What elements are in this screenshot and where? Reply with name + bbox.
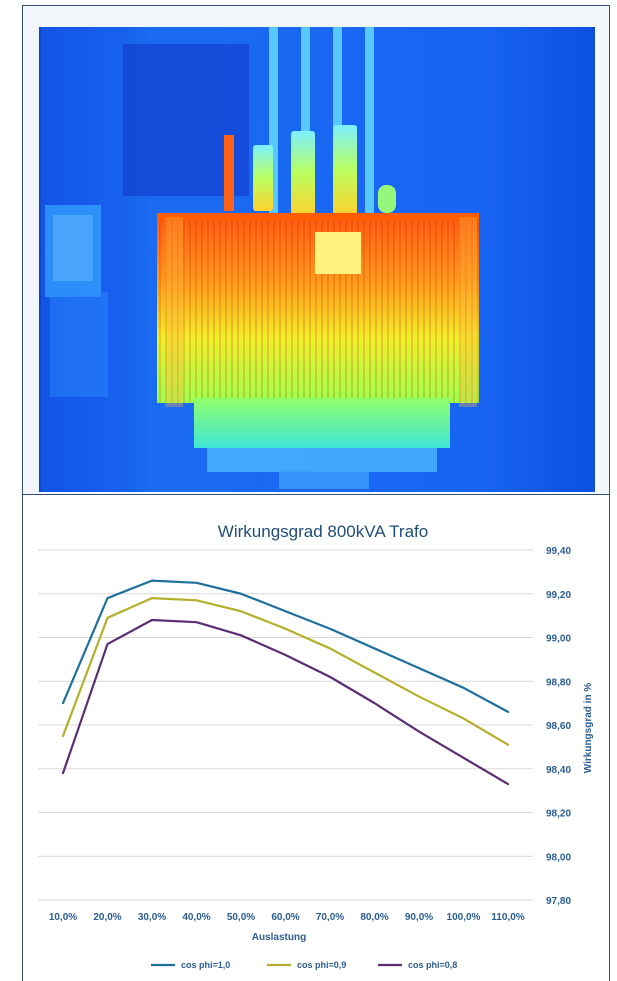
x-tick-label: 60,0%: [271, 912, 299, 923]
legend-label: cos phi=0,8: [408, 960, 457, 970]
y-tick-label: 99,40: [546, 546, 571, 557]
x-tick-label: 20,0%: [93, 912, 121, 923]
legend-label: cos phi=1,0: [181, 960, 230, 970]
y-tick-label: 99,20: [546, 590, 571, 601]
efficiency-chart: Wirkungsgrad 800kVA Trafo 99,40 99,20 99,0…: [22, 495, 610, 981]
y-tick-label: 98,20: [546, 809, 571, 820]
chart-svg: Wirkungsgrad 800kVA Trafo 99,40 99,20 99,0…: [38, 522, 594, 970]
series-line-3: [61, 618, 510, 786]
y-tick-label: 98,60: [546, 721, 571, 732]
x-tick-label: 50,0%: [227, 912, 255, 923]
grid-lines: [38, 549, 533, 901]
x-tick-label: 90,0%: [405, 912, 433, 923]
thermal-image: [39, 27, 595, 492]
legend: cos phi=1,0 cos phi=0,9 cos phi=0,8: [151, 960, 457, 970]
y-axis-label: Wirkungsgrad in %: [583, 683, 594, 774]
x-tick-label: 80,0%: [360, 912, 388, 923]
x-tick-label: 100,0%: [447, 912, 481, 923]
series-lines: [61, 579, 510, 786]
legend-label: cos phi=0,9: [297, 960, 346, 970]
y-tick-label: 98,40: [546, 765, 571, 776]
chart-title: Wirkungsgrad 800kVA Trafo: [218, 522, 428, 541]
y-tick-label: 98,00: [546, 852, 571, 863]
x-tick-label: 110,0%: [491, 912, 524, 923]
x-tick-label: 30,0%: [138, 912, 166, 923]
thermal-image-frame: [22, 5, 610, 495]
y-tick-label: 98,80: [546, 677, 571, 688]
y-tick-label: 97,80: [546, 896, 571, 907]
x-tick-label: 10,0%: [49, 912, 77, 923]
series-line-1: [61, 579, 510, 713]
y-tick-label: 99,00: [546, 634, 571, 645]
y-axis-ticks: 99,40 99,20 99,00 98,80 98,60 98,40 98,20 98,00…: [546, 546, 571, 907]
series-line-2: [61, 597, 510, 746]
x-tick-label: 40,0%: [182, 912, 210, 923]
x-axis-ticks: 10,0% 20,0% 30,0% 40,0% 50,0% 60,0% 70,0% 80,0%…: [49, 912, 525, 923]
x-tick-label: 70,0%: [316, 912, 344, 923]
x-axis-label: Auslastung: [252, 932, 306, 943]
